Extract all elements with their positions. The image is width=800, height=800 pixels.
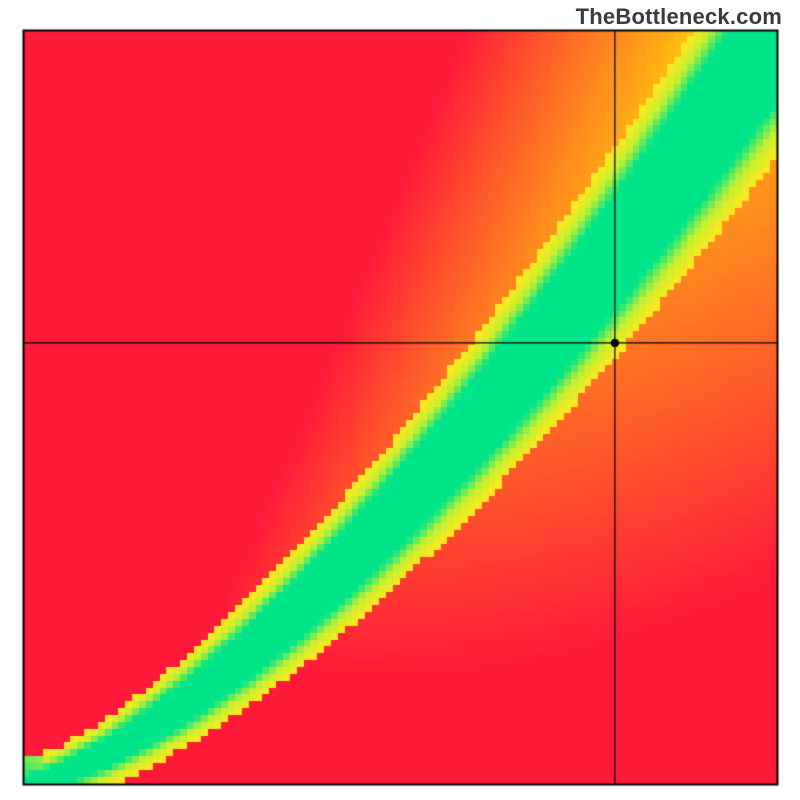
chart-container: TheBottleneck.com	[0, 0, 800, 800]
bottleneck-heatmap-canvas	[0, 0, 800, 800]
